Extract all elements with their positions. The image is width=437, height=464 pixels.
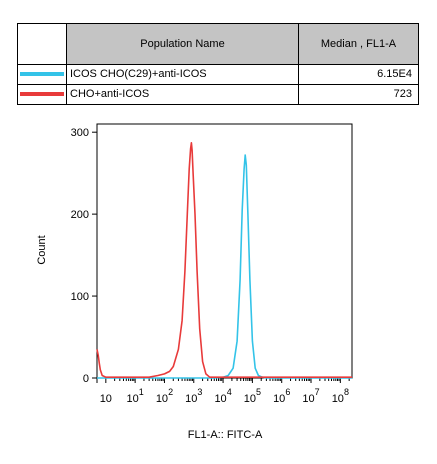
legend-swatch-icos xyxy=(20,72,64,76)
series-line xyxy=(97,154,352,379)
y-axis-label: Count xyxy=(36,235,48,264)
legend-row-cho-name: CHO+anti-ICOS xyxy=(70,88,150,100)
legend-header-median: Median , FL1-A xyxy=(299,24,418,64)
x-tick-label: 101 xyxy=(127,387,144,405)
x-tick-label: 10 xyxy=(100,393,112,405)
legend-row-icos-name: ICOS CHO(C29)+anti-ICOS xyxy=(70,68,207,80)
median-header: Median , FL1-A xyxy=(320,38,397,50)
x-tick-label: 108 xyxy=(332,387,349,405)
legend-row-icos: ICOS CHO(C29)+anti-ICOS 6.15E4 xyxy=(18,65,418,84)
x-tick-label: 106 xyxy=(273,387,290,405)
plot-frame xyxy=(96,123,353,379)
x-tick-label: 103 xyxy=(185,387,202,405)
legend-table: Population Name Median , FL1-A ICOS CHO(… xyxy=(17,23,419,105)
y-tick-label: 0 xyxy=(83,373,89,385)
legend-row-icos-median: 6.15E4 xyxy=(377,68,412,80)
x-tick-label: 104 xyxy=(214,387,231,405)
y-tick-label: 300 xyxy=(71,127,89,139)
legend-row-cho: CHO+anti-ICOS 723 xyxy=(18,85,418,104)
population-name-header: Population Name xyxy=(140,38,225,50)
x-axis-label: FL1-A:: FITC-A xyxy=(188,429,263,441)
series-line xyxy=(96,142,352,378)
y-tick-label: 200 xyxy=(71,209,89,221)
x-tick-label: 107 xyxy=(302,387,319,405)
legend-row-cho-median: 723 xyxy=(393,88,412,100)
legend-header-population: Population Name xyxy=(67,24,298,64)
legend-swatch-cho xyxy=(20,92,64,96)
y-tick-label: 100 xyxy=(71,291,89,303)
x-tick-label: 105 xyxy=(244,387,261,405)
x-tick-label: 102 xyxy=(156,387,173,405)
